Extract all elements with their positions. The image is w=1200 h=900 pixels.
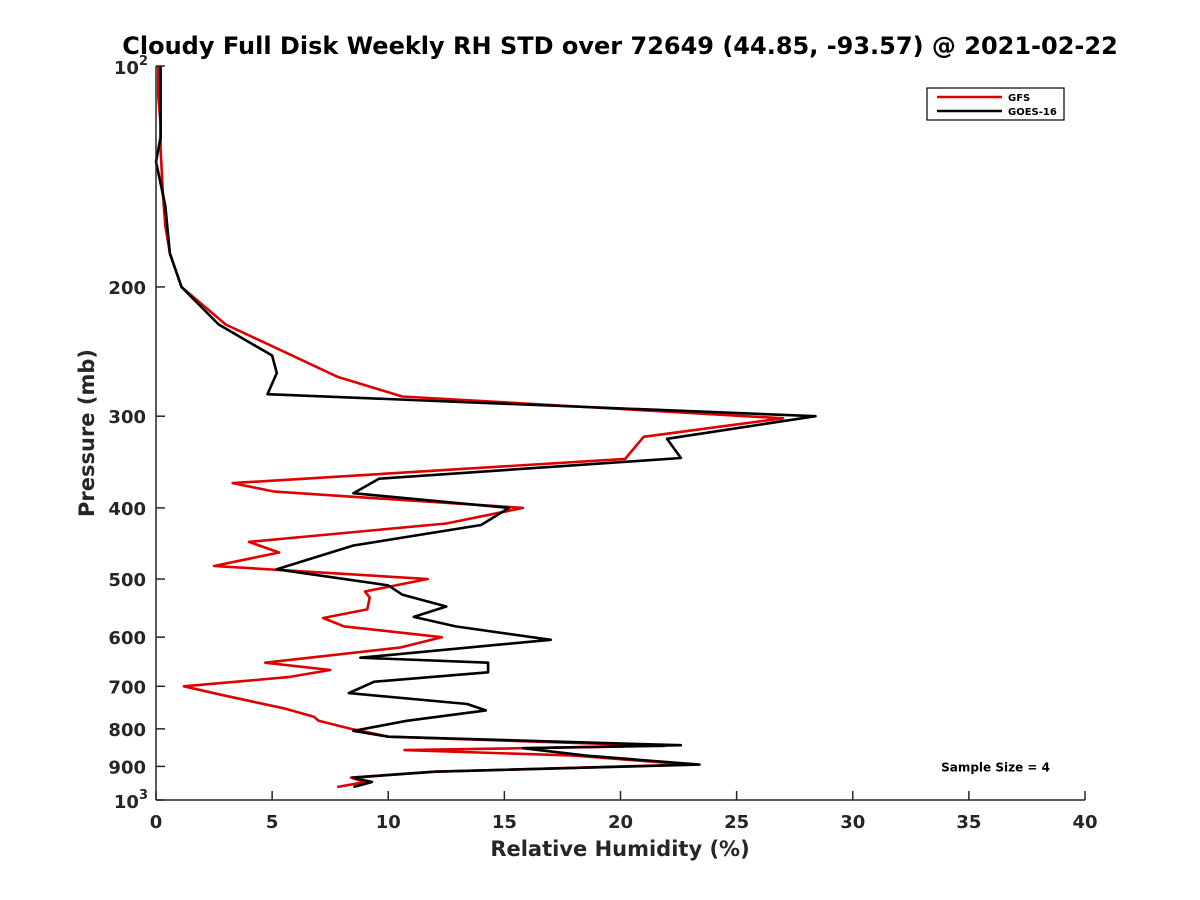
y-tick-base: 10 [114,792,139,813]
x-tick-label: 0 [150,812,163,833]
sample-size-annotation: Sample Size = 4 [941,760,1050,774]
x-axis-ticks: 0 5 10 15 20 25 30 35 40 [150,791,1098,833]
y-tick-label: 103 [114,788,148,813]
x-tick-label: 5 [266,812,279,833]
y-tick-label: 500 [108,570,146,591]
y-tick-label: 800 [108,720,146,741]
y-tick-label: 400 [108,499,146,520]
chart-title: Cloudy Full Disk Weekly RH STD over 7264… [122,32,1118,60]
series-line-goes-16 [154,66,817,789]
x-tick-label: 20 [608,812,633,833]
x-tick-label: 30 [840,812,865,833]
y-tick-base: 10 [114,58,139,79]
y-axis-label: Pressure (mb) [75,349,99,517]
x-tick-label: 10 [376,812,401,833]
x-axis-label: Relative Humidity (%) [490,837,749,861]
annotations: Sample Size = 4 [941,760,1050,774]
y-tick-label: 300 [108,407,146,428]
legend-box [926,87,1065,121]
y-tick-exponent: 3 [139,788,148,803]
y-tick-label: 102 [114,54,148,79]
legend-entry: GOES-16 [1008,107,1057,118]
plot-area [154,66,817,789]
y-tick-label: 200 [108,278,146,299]
x-tick-label: 40 [1072,812,1097,833]
y-tick-exponent: 2 [139,54,148,69]
x-tick-label: 35 [956,812,981,833]
legend: GFS GOES-16 [926,87,1065,121]
x-tick-label: 15 [492,812,517,833]
y-tick-label: 600 [108,628,146,649]
legend-entry: GFS [1008,93,1030,104]
y-tick-label: 900 [108,757,146,778]
y-tick-label: 700 [108,677,146,698]
x-tick-label: 25 [724,812,749,833]
